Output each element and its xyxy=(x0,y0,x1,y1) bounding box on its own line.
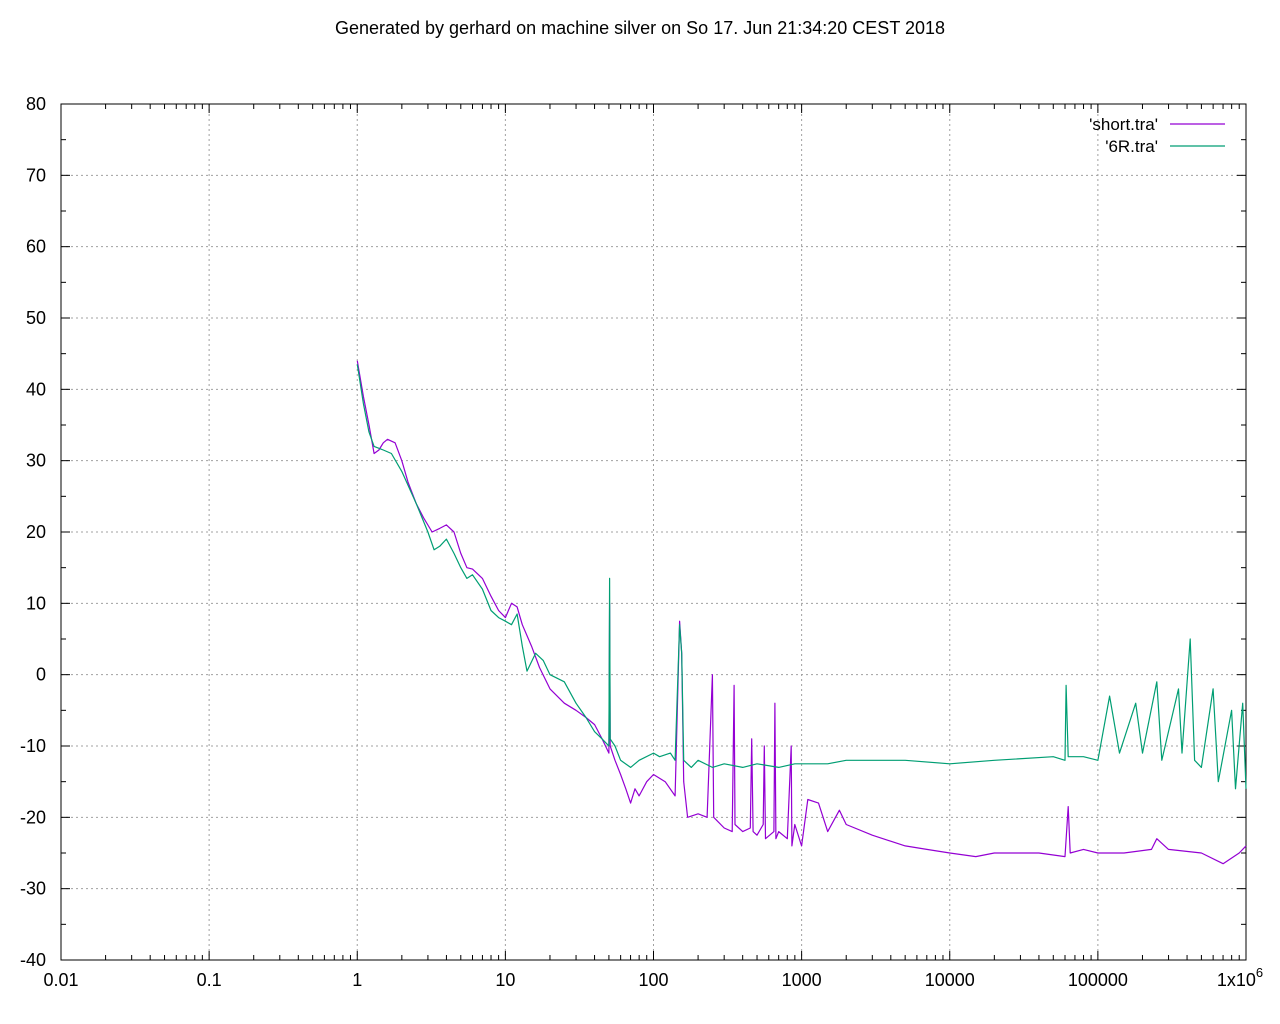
y-tick-label: 30 xyxy=(26,451,46,471)
x-tick-exponent: 6 xyxy=(1256,965,1263,980)
x-tick-label: 100000 xyxy=(1068,970,1128,990)
y-tick-label: -10 xyxy=(20,736,46,756)
y-tick-label: -20 xyxy=(20,807,46,827)
tick-labels: -40 -30 -20 -10 0 10 20 30 40 50 60 70 80 0.01 0.1 1 10 1… xyxy=(20,94,1263,990)
x-tick-label: 1x106 xyxy=(1217,965,1263,990)
x-tick-label: 1 xyxy=(352,970,362,990)
y-tick-label: 50 xyxy=(26,308,46,328)
y-tick-label: -30 xyxy=(20,879,46,899)
x-tick-label: 0.1 xyxy=(197,970,222,990)
legend-label: '6R.tra' xyxy=(1105,137,1158,156)
y-tick-label: 0 xyxy=(36,665,46,685)
legend: 'short.tra' '6R.tra' xyxy=(1089,115,1225,156)
y-tick-label: 80 xyxy=(26,94,46,114)
y-tick-label: -40 xyxy=(20,950,46,970)
series-line xyxy=(356,364,1247,790)
plot-frame xyxy=(60,103,1247,961)
y-tick-label: 20 xyxy=(26,522,46,542)
axis-ticks xyxy=(60,103,1247,961)
x-tick-label: 10 xyxy=(495,970,515,990)
y-tick-label: 40 xyxy=(26,379,46,399)
series-line xyxy=(356,360,1247,865)
series-group xyxy=(356,360,1247,865)
legend-label: 'short.tra' xyxy=(1089,115,1158,134)
x-tick-label: 10000 xyxy=(925,970,975,990)
y-tick-label: 70 xyxy=(26,165,46,185)
x-tick-label: 100 xyxy=(638,970,668,990)
chart-title: Generated by gerhard on machine silver o… xyxy=(334,18,946,38)
grid xyxy=(61,104,1246,960)
x-tick-label: 1000 xyxy=(782,970,822,990)
y-tick-label: 60 xyxy=(26,237,46,257)
y-tick-label: 10 xyxy=(26,593,46,613)
x-tick-label: 0.01 xyxy=(43,970,78,990)
